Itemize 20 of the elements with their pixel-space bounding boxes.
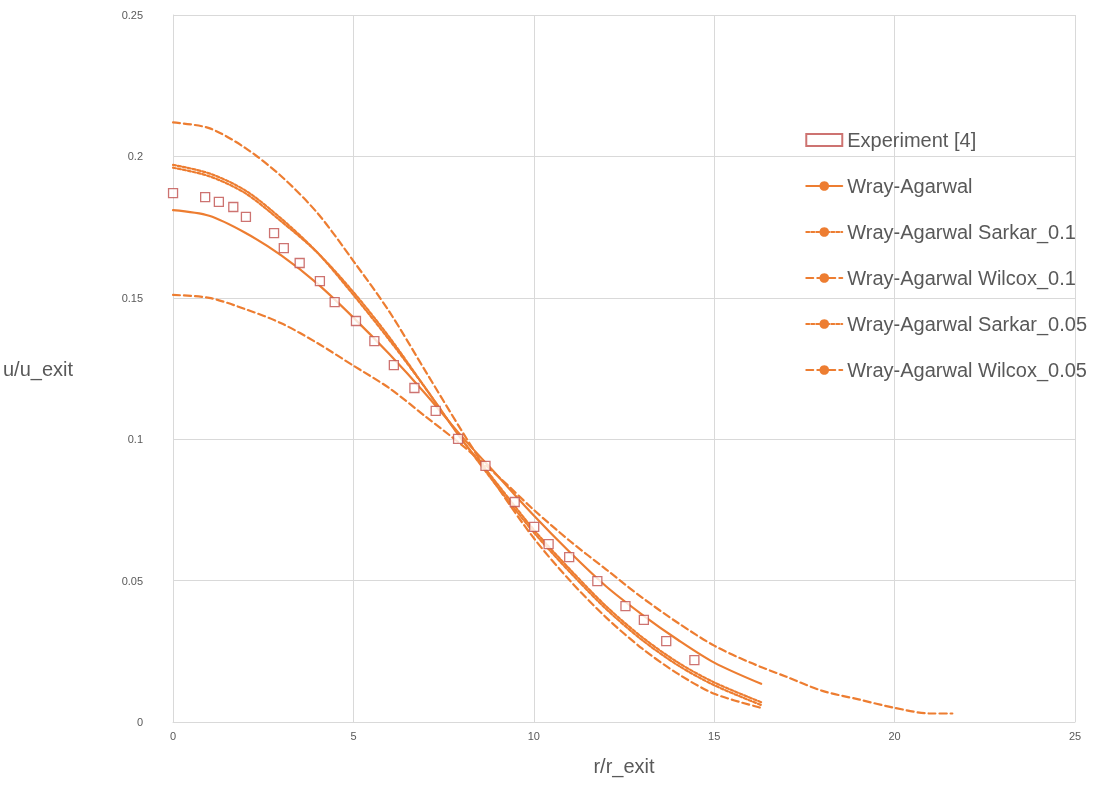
y-axis-title: u/u_exit (2, 357, 74, 381)
legend-label: Wray-Agarwal Sarkar_0.05 (847, 313, 1088, 336)
y-tick-label: 0.1 (127, 433, 144, 446)
y-tick-label: 0.2 (127, 150, 144, 163)
legend-label: Wray-Agarwal Wilcox_0.1 (847, 267, 1076, 290)
y-tick-label: 0.15 (121, 291, 144, 304)
x-tick-label: 0 (169, 729, 177, 742)
y-tick-label: 0.05 (121, 574, 144, 587)
legend-label: Wray-Agarwal Sarkar_0.1 (847, 221, 1076, 244)
x-axis-title: r/r_exit (593, 755, 656, 778)
x-tick-label: 15 (708, 729, 721, 742)
legend-label: Wray-Agarwal Wilcox_0.05 (847, 359, 1087, 382)
x-tick-label: 10 (527, 729, 540, 742)
x-tick-label: 25 (1068, 729, 1082, 742)
legend-label: Wray-Agarwal (847, 175, 973, 197)
y-tick-label: 0.25 (121, 9, 144, 21)
x-tick-label: 5 (350, 729, 357, 742)
y-tick-label: 0 (136, 716, 144, 728)
legend-label: Experiment [4] (847, 129, 977, 151)
x-tick-label: 20 (888, 729, 901, 742)
